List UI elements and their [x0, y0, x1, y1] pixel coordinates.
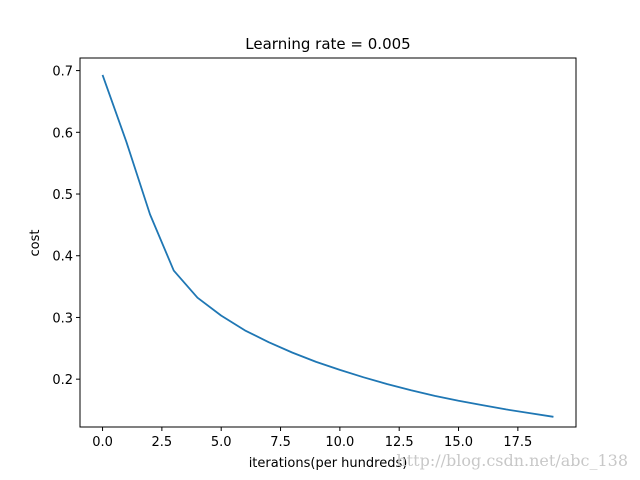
chart-title: Learning rate = 0.005 [245, 35, 410, 53]
cost-series-line [101, 74, 554, 418]
y-tick-label: 0.2 [52, 373, 73, 388]
x-axis-label: iterations(per hundreds) [249, 456, 408, 471]
x-tick-label: 15.0 [444, 435, 473, 450]
series-layer [101, 74, 554, 418]
y-axis-ticks: 0.2 0.3 0.4 0.5 0.6 0.7 [52, 65, 80, 388]
x-tick-label: 0.0 [92, 435, 113, 450]
x-tick-label: 7.5 [270, 435, 291, 450]
y-tick-label: 0.4 [52, 250, 73, 265]
y-axis-label: cost [28, 230, 43, 257]
y-tick-label: 0.6 [52, 126, 73, 141]
x-tick-label: 2.5 [152, 435, 173, 450]
x-tick-label: 12.5 [385, 435, 414, 450]
x-tick-label: 10.0 [325, 435, 354, 450]
watermark: http://blog.csdn.net/abc_138 [396, 451, 628, 470]
y-tick-label: 0.3 [52, 311, 73, 326]
x-tick-label: 5.0 [211, 435, 232, 450]
y-tick-label: 0.5 [52, 188, 73, 203]
x-tick-label: 17.5 [503, 435, 532, 450]
y-tick-label: 0.7 [52, 65, 73, 80]
plot-area [79, 57, 577, 428]
x-axis-ticks: 0.0 2.5 5.0 7.5 10.0 12.5 15.0 17.5 [92, 427, 532, 450]
